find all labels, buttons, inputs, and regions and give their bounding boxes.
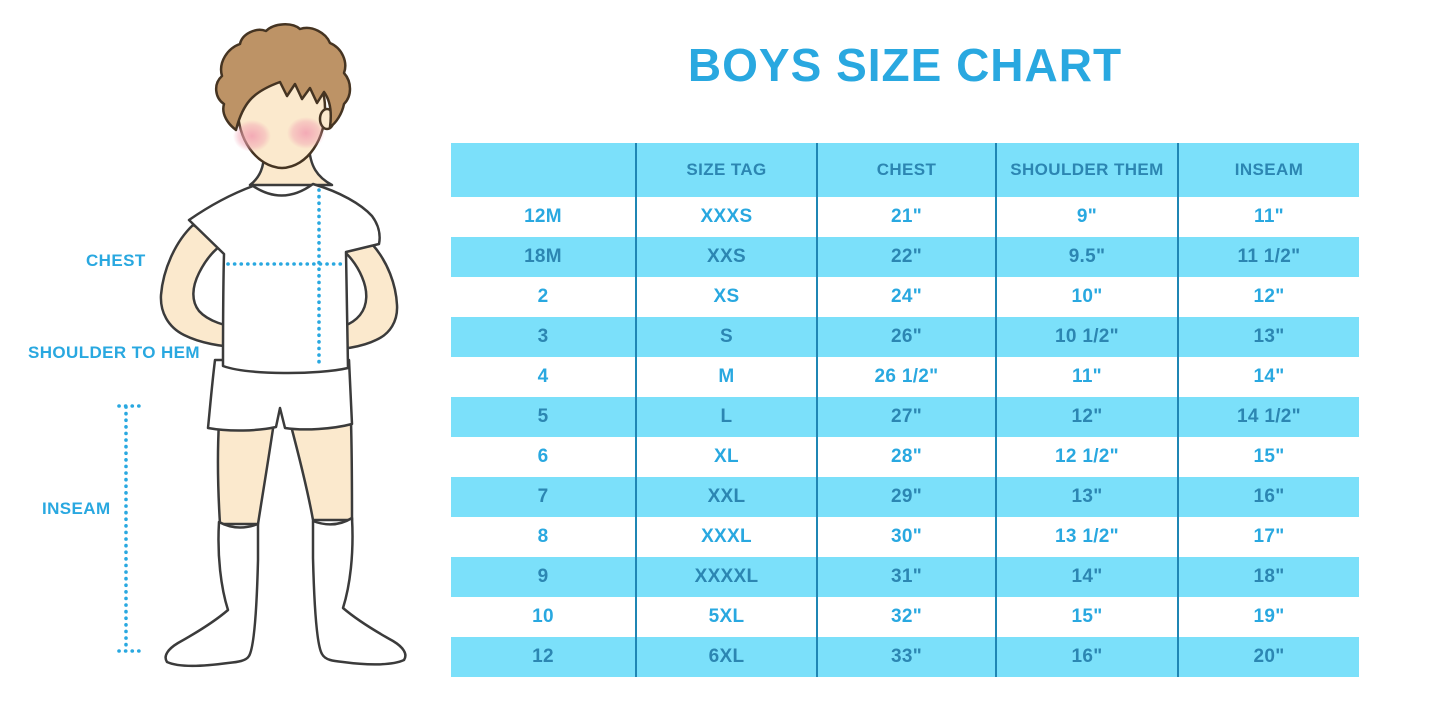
size-tag-cell: XL	[635, 437, 817, 477]
table-row: 12 6XL 33" 16" 20"	[451, 637, 1359, 677]
size-cell: 6	[537, 446, 549, 467]
size-cell: 5	[451, 397, 636, 437]
shoulder-cell: 13"	[995, 477, 1178, 517]
shoulder-cell: 9"	[995, 197, 1178, 237]
table-row: 8 XXXL 30" 13 1/2" 17"	[451, 517, 1359, 557]
boy-hair	[215, 23, 352, 132]
inseam-cell: 12"	[1177, 277, 1359, 317]
table-row: 10 5XL 32" 15" 19"	[451, 597, 1359, 637]
boy-left-cheek	[233, 120, 271, 152]
boy-left-sock	[164, 520, 260, 668]
size-cell: 7	[451, 477, 636, 517]
chest-cell: 33"	[816, 637, 996, 677]
chest-cell: 29"	[816, 477, 996, 517]
size-cell: 4	[537, 366, 549, 387]
size-tag-cell: XXS	[635, 237, 817, 277]
chest-cell: 32"	[816, 597, 996, 637]
inseam-cell: 14"	[1177, 357, 1359, 397]
table-row: 7 XXL 29" 13" 16"	[451, 477, 1359, 517]
header-size	[451, 143, 636, 197]
boy-right-cheek	[287, 117, 325, 149]
size-cell: 8	[537, 526, 549, 547]
table-row: 3 S 26" 10 1/2" 13"	[451, 317, 1359, 357]
size-tag-cell: L	[635, 397, 817, 437]
size-cell: 10	[532, 606, 554, 627]
table-row: 4 M 26 1/2" 11" 14"	[451, 357, 1359, 397]
table-row: 5 L 27" 12" 14 1/2"	[451, 397, 1359, 437]
size-cell: 18M	[451, 237, 636, 277]
shoulder-cell: 10 1/2"	[995, 317, 1178, 357]
inseam-cell: 11"	[1177, 197, 1359, 237]
table-row: 6 XL 28" 12 1/2" 15"	[451, 437, 1359, 477]
header-shoulder: SHOULDER THEM	[995, 143, 1178, 197]
inseam-cell: 20"	[1177, 637, 1359, 677]
table-header-row: SIZE TAG CHEST SHOULDER THEM INSEAM	[451, 143, 1359, 197]
table-row: 2 XS 24" 10" 12"	[451, 277, 1359, 317]
shoulder-cell: 12 1/2"	[995, 437, 1178, 477]
boy-measurement-illustration	[117, 23, 407, 668]
inseam-cell: 14 1/2"	[1177, 397, 1359, 437]
shoulder-cell: 12"	[995, 397, 1178, 437]
inseam-cell: 15"	[1177, 437, 1359, 477]
boy-right-sock	[311, 516, 407, 666]
header-inseam: INSEAM	[1177, 143, 1359, 197]
shoulder-cell: 9.5"	[995, 237, 1178, 277]
header-chest: CHEST	[816, 143, 996, 197]
chest-cell: 28"	[816, 437, 996, 477]
size-tag-cell: XS	[635, 277, 817, 317]
inseam-cell: 13"	[1177, 317, 1359, 357]
boy-right-leg	[288, 420, 354, 522]
table-row: 12M XXXS 21" 9" 11"	[451, 197, 1359, 237]
size-cell: 3	[451, 317, 636, 357]
boy-tshirt	[187, 182, 381, 375]
size-tag-cell: XXXS	[635, 197, 817, 237]
header-size-tag: SIZE TAG	[635, 143, 817, 197]
size-tag-cell: XXXL	[635, 517, 817, 557]
chest-cell: 30"	[816, 517, 996, 557]
table-row: 9 XXXXL 31" 14" 18"	[451, 557, 1359, 597]
shoulder-cell: 10"	[995, 277, 1178, 317]
size-tag-cell: 5XL	[635, 597, 817, 637]
inseam-cell: 19"	[1177, 597, 1359, 637]
inseam-cell: 18"	[1177, 557, 1359, 597]
size-tag-cell: M	[635, 357, 817, 397]
chest-cell: 31"	[816, 557, 996, 597]
shoulder-to-hem-label: SHOULDER TO HEM	[28, 343, 200, 362]
page-title: BOYS SIZE CHART	[687, 39, 1123, 91]
size-tag-cell: XXXXL	[635, 557, 817, 597]
inseam-cell: 16"	[1177, 477, 1359, 517]
chest-cell: 27"	[816, 397, 996, 437]
size-cell: 12	[451, 637, 636, 677]
chest-cell: 24"	[816, 277, 996, 317]
inseam-label: INSEAM	[42, 499, 111, 518]
shoulder-cell: 14"	[995, 557, 1178, 597]
size-cell: 9	[451, 557, 636, 597]
table-body: 12M XXXS 21" 9" 11" 18M XXS 22" 9.5" 11 1/2" 2 XS 24…	[451, 197, 1359, 677]
size-cell: 2	[537, 286, 549, 307]
chest-cell: 22"	[816, 237, 996, 277]
size-cell: 12M	[524, 206, 562, 227]
size-tag-cell: 6XL	[635, 637, 817, 677]
inseam-cell: 11 1/2"	[1177, 237, 1359, 277]
chest-cell: 21"	[816, 197, 996, 237]
shoulder-cell: 11"	[995, 357, 1178, 397]
chest-label: CHEST	[86, 251, 146, 270]
inseam-cell: 17"	[1177, 517, 1359, 557]
table-row: 18M XXS 22" 9.5" 11 1/2"	[451, 237, 1359, 277]
size-tag-cell: S	[635, 317, 817, 357]
shoulder-cell: 13 1/2"	[995, 517, 1178, 557]
shoulder-cell: 15"	[995, 597, 1178, 637]
boy-left-leg	[216, 420, 276, 526]
shoulder-cell: 16"	[995, 637, 1178, 677]
size-tag-cell: XXL	[635, 477, 817, 517]
chest-cell: 26 1/2"	[816, 357, 996, 397]
size-table: SIZE TAG CHEST SHOULDER THEM INSEAM 12M X…	[451, 143, 1359, 677]
boy-shorts	[206, 358, 354, 432]
chest-cell: 26"	[816, 317, 996, 357]
